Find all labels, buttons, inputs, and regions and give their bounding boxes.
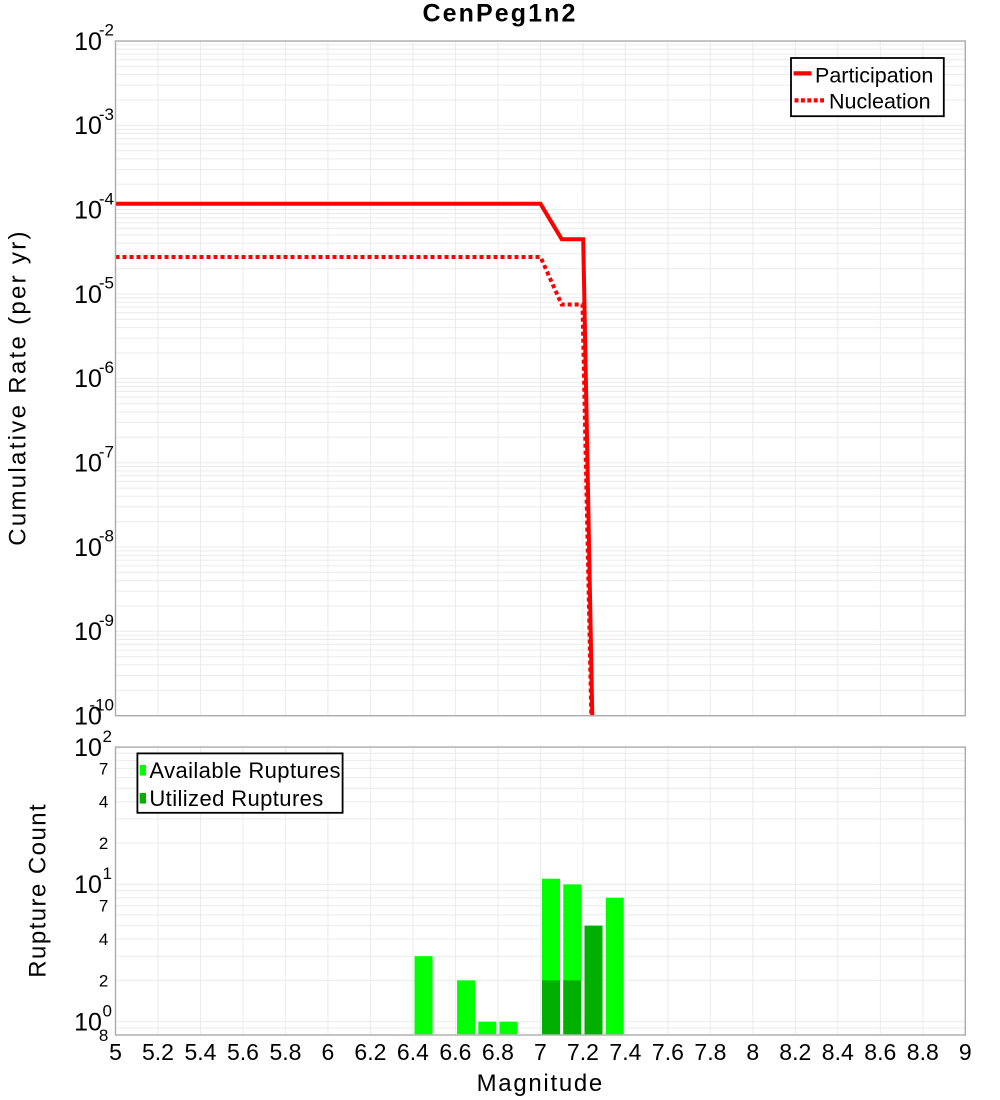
svg-text:8: 8 [99,1026,108,1045]
svg-text:6.6: 6.6 [439,1039,471,1065]
svg-text:4: 4 [99,793,108,812]
svg-text:10: 10 [74,618,102,646]
svg-text:7: 7 [99,897,108,916]
svg-text:5.6: 5.6 [227,1039,259,1065]
svg-text:Cumulative Rate (per yr): Cumulative Rate (per yr) [5,229,32,546]
svg-text:-10: -10 [89,695,114,714]
svg-text:9: 9 [959,1039,972,1065]
svg-text:7.4: 7.4 [609,1039,641,1065]
svg-text:7: 7 [534,1039,547,1065]
svg-text:10: 10 [74,450,102,478]
svg-text:6: 6 [322,1039,335,1065]
svg-text:2: 2 [99,834,108,853]
svg-text:6.2: 6.2 [354,1039,386,1065]
svg-text:Rupture Count: Rupture Count [25,803,52,978]
svg-text:2: 2 [99,971,108,990]
svg-text:-4: -4 [99,189,114,208]
svg-text:1: 1 [103,864,112,883]
svg-text:8: 8 [746,1039,759,1065]
svg-text:Available Ruptures: Available Ruptures [149,758,340,783]
svg-text:CenPeg1n2: CenPeg1n2 [422,0,577,28]
svg-text:-6: -6 [99,358,114,377]
svg-text:5: 5 [109,1039,122,1065]
svg-text:Utilized Ruptures: Utilized Ruptures [149,786,323,811]
svg-text:-9: -9 [99,611,114,630]
svg-text:7.6: 7.6 [652,1039,684,1065]
svg-text:8.6: 8.6 [864,1039,896,1065]
svg-text:-8: -8 [99,527,114,546]
svg-text:4: 4 [99,930,108,949]
svg-text:10: 10 [74,365,102,393]
svg-text:10: 10 [74,197,102,225]
svg-text:5.8: 5.8 [270,1039,302,1065]
svg-text:-7: -7 [99,442,114,461]
svg-text:0: 0 [103,1001,112,1020]
svg-text:-5: -5 [99,274,114,293]
svg-text:10: 10 [74,734,102,762]
svg-text:Nucleation: Nucleation [829,90,931,114]
svg-text:-3: -3 [99,105,114,124]
svg-text:8.2: 8.2 [779,1039,811,1065]
svg-text:8.4: 8.4 [822,1039,854,1065]
svg-text:10: 10 [74,28,102,56]
svg-text:2: 2 [103,727,112,746]
svg-text:Magnitude: Magnitude [477,1070,604,1097]
svg-text:7.2: 7.2 [567,1039,599,1065]
svg-text:5.4: 5.4 [185,1039,217,1065]
svg-text:10: 10 [74,703,102,731]
svg-text:10: 10 [74,534,102,562]
svg-text:6.4: 6.4 [397,1039,429,1065]
svg-text:10: 10 [74,281,102,309]
svg-text:-2: -2 [99,21,114,40]
svg-text:8.8: 8.8 [907,1039,939,1065]
svg-text:7: 7 [99,759,108,778]
svg-text:6.8: 6.8 [482,1039,514,1065]
svg-text:5.2: 5.2 [142,1039,174,1065]
svg-text:10: 10 [74,871,102,899]
svg-text:10: 10 [74,1009,102,1037]
svg-text:Participation: Participation [815,63,933,87]
svg-text:10: 10 [74,112,102,140]
svg-text:7.8: 7.8 [694,1039,726,1065]
